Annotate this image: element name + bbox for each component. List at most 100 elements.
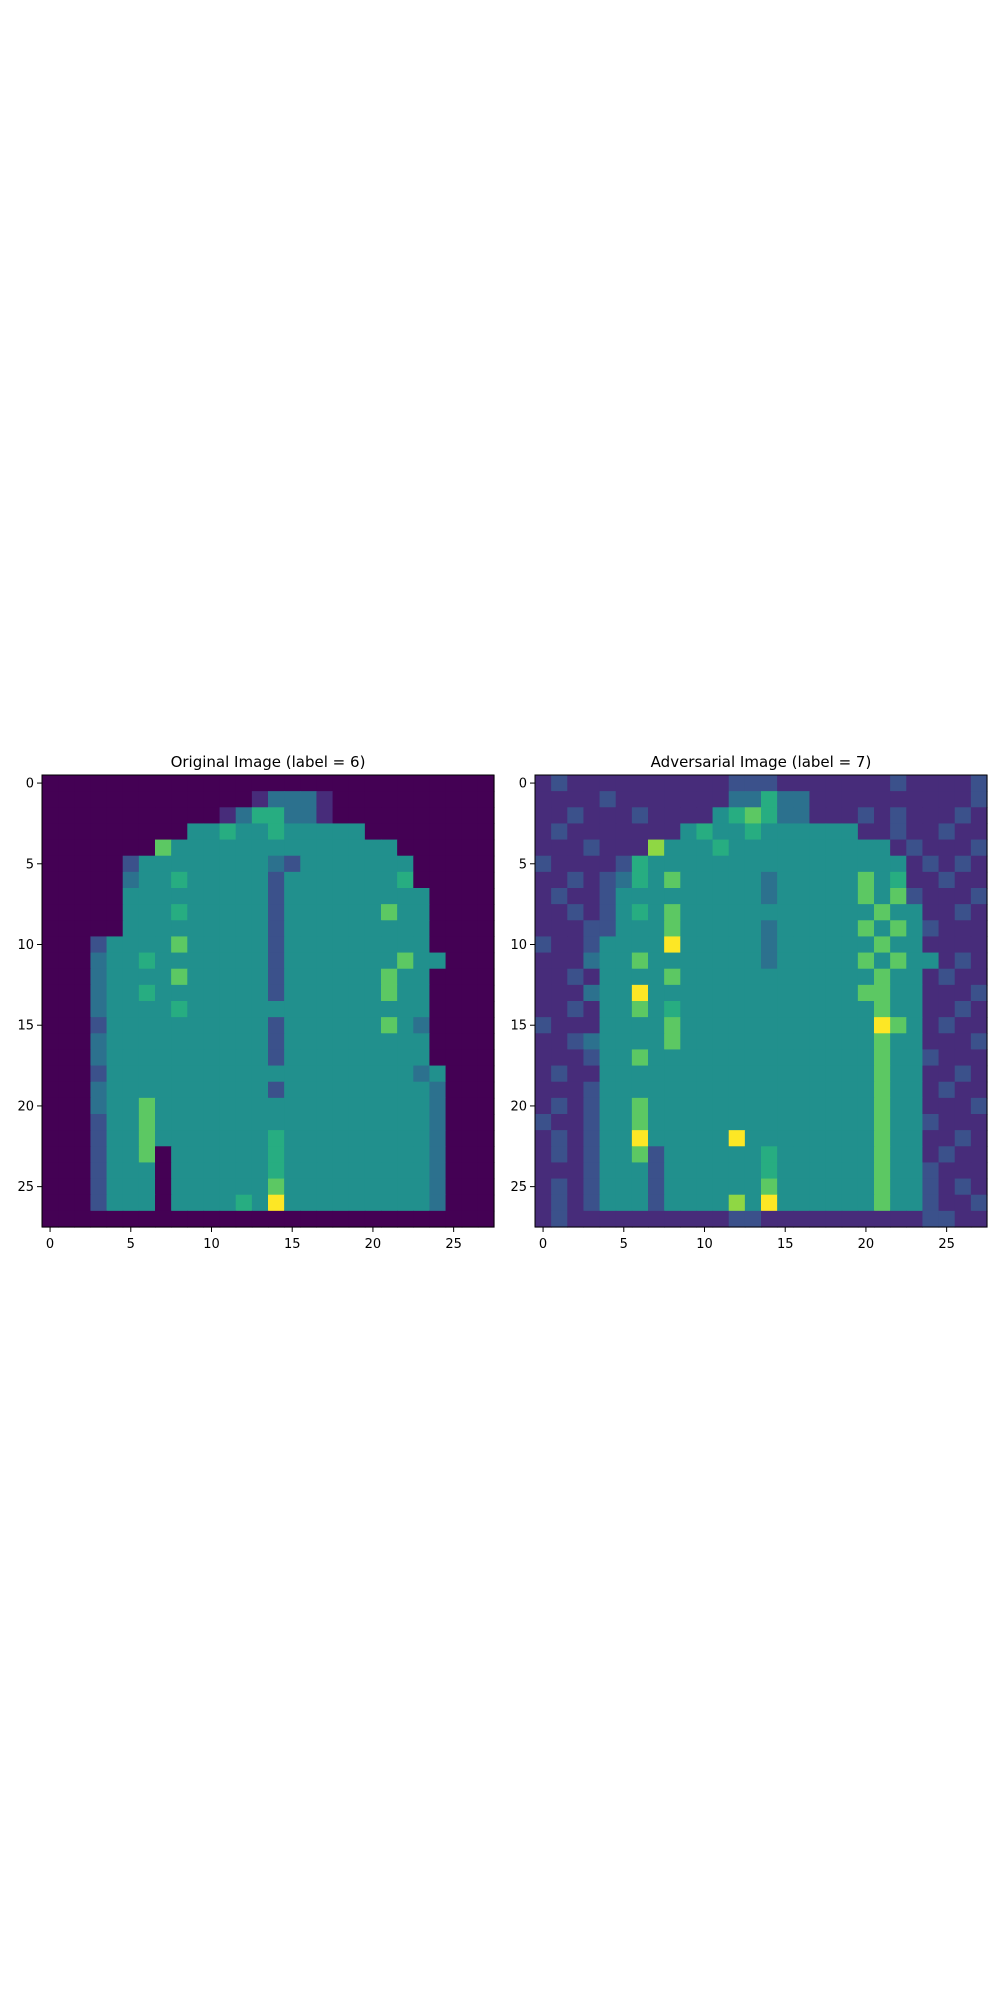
- heatmap-cell: [122, 984, 140, 1002]
- heatmap-cell: [268, 1097, 285, 1115]
- heatmap-cell: [381, 823, 398, 841]
- heatmap-cell: [631, 1081, 649, 1099]
- heatmap-cell: [599, 1033, 617, 1051]
- heatmap-cell: [874, 952, 891, 970]
- heatmap-cell: [809, 1114, 827, 1131]
- heatmap-cell: [332, 1001, 350, 1018]
- heatmap-cell: [551, 839, 568, 857]
- heatmap-cell: [364, 968, 382, 986]
- heatmap-cell: [761, 1017, 778, 1034]
- heatmap-cell: [74, 888, 92, 905]
- heatmap-cell: [728, 1146, 746, 1164]
- heatmap-cell: [809, 1210, 827, 1228]
- heatmap-cell: [696, 1178, 714, 1196]
- heatmap-cell: [251, 984, 269, 1002]
- heatmap-cell: [122, 775, 140, 792]
- heatmap-cell: [461, 1097, 479, 1115]
- heatmap-cell: [744, 888, 762, 905]
- heatmap-cell: [777, 1033, 794, 1051]
- heatmap-cell: [187, 1001, 205, 1018]
- heatmap-cell: [664, 1081, 681, 1099]
- heatmap-cell: [567, 904, 585, 921]
- heatmap-cell: [777, 1130, 794, 1147]
- heatmap-cell: [777, 839, 794, 857]
- heatmap-cell: [397, 871, 414, 889]
- heatmap-cell: [551, 904, 568, 921]
- heatmap-cell: [809, 888, 827, 905]
- heatmap-cell: [477, 1081, 495, 1099]
- heatmap-cell: [445, 823, 463, 841]
- heatmap-cell: [90, 1130, 108, 1147]
- heatmap-cell: [583, 1178, 601, 1196]
- heatmap-cell: [712, 1033, 730, 1051]
- heatmap-cell: [535, 1017, 552, 1034]
- heatmap-cell: [268, 1049, 285, 1067]
- heatmap-cell: [970, 1097, 988, 1115]
- heatmap-cell: [171, 791, 188, 808]
- heatmap-cell: [300, 1017, 318, 1034]
- heatmap-cell: [599, 807, 617, 825]
- heatmap-cell: [171, 952, 188, 970]
- heatmap-cell: [631, 1178, 649, 1196]
- heatmap-cell: [235, 775, 253, 792]
- heatmap-cell: [809, 968, 827, 986]
- heatmap-cell: [397, 855, 414, 873]
- heatmap-cell: [567, 1049, 585, 1067]
- heatmap-cell: [906, 823, 924, 841]
- heatmap-cell: [477, 888, 495, 905]
- heatmap-cell: [567, 791, 585, 808]
- heatmap-cell: [58, 1081, 75, 1099]
- heatmap-cell: [74, 1097, 92, 1115]
- heatmap-cell: [187, 855, 205, 873]
- heatmap-cell: [906, 1130, 924, 1147]
- heatmap-cell: [809, 871, 827, 889]
- heatmap-cell: [825, 952, 843, 970]
- heatmap-cell: [906, 936, 924, 954]
- heatmap-cell: [155, 1194, 172, 1212]
- heatmap-cell: [203, 1114, 221, 1131]
- heatmap-cell: [777, 1162, 794, 1180]
- heatmap-cell: [696, 984, 714, 1002]
- heatmap-cell: [712, 855, 730, 873]
- heatmap-cell: [648, 1114, 665, 1131]
- heatmap-cell: [74, 1001, 92, 1018]
- heatmap-cell: [300, 1065, 318, 1083]
- heatmap-cell: [631, 984, 649, 1002]
- heatmap-cell: [938, 1001, 956, 1018]
- heatmap-cell: [809, 1017, 827, 1034]
- heatmap-cell: [348, 1162, 366, 1180]
- heatmap-cell: [583, 1001, 601, 1018]
- y-tick-label: 25: [510, 1180, 527, 1195]
- heatmap-cell: [445, 1049, 463, 1067]
- heatmap-cell: [381, 1210, 398, 1228]
- heatmap-cell: [381, 791, 398, 808]
- heatmap-cell: [42, 1033, 59, 1051]
- heatmap-cell: [429, 1194, 447, 1212]
- heatmap-cell: [461, 1114, 479, 1131]
- heatmap-cell: [744, 1146, 762, 1164]
- heatmap-cell: [251, 1017, 269, 1034]
- heatmap-cell: [58, 968, 75, 986]
- heatmap-cell: [122, 1146, 140, 1164]
- x-tick-label: 5: [127, 1237, 135, 1252]
- heatmap-cell: [664, 1049, 681, 1067]
- heatmap-cell: [171, 775, 188, 792]
- heatmap-cell: [809, 1065, 827, 1083]
- heatmap-cell: [187, 807, 205, 825]
- heatmap-cell: [954, 904, 972, 921]
- heatmap-cell: [761, 1162, 778, 1180]
- heatmap-cell: [922, 1146, 940, 1164]
- heatmap-cell: [970, 1210, 988, 1228]
- heatmap-cell: [938, 984, 956, 1002]
- heatmap-cell: [74, 807, 92, 825]
- heatmap-cell: [890, 1049, 907, 1067]
- heatmap-cell: [90, 920, 108, 938]
- heatmap-cell: [825, 855, 843, 873]
- heatmap-cell: [874, 1210, 891, 1228]
- heatmap-cell: [300, 823, 318, 841]
- heatmap-cell: [922, 984, 940, 1002]
- heatmap-cell: [954, 968, 972, 986]
- heatmap-cell: [90, 823, 108, 841]
- heatmap-cell: [874, 775, 891, 792]
- heatmap-cell: [300, 775, 318, 792]
